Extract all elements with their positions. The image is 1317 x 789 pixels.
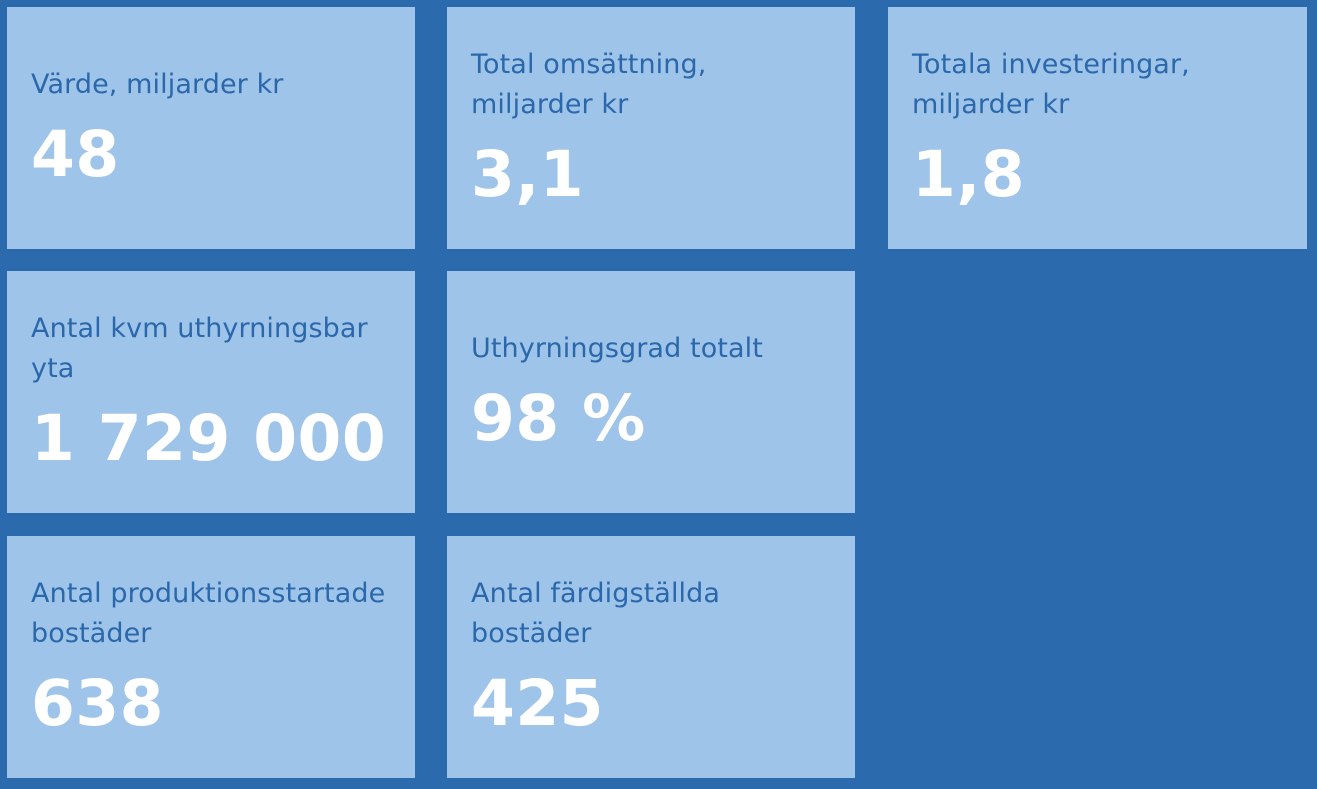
kpi-value: 3,1 bbox=[471, 138, 585, 211]
kpi-tile-housing-starts[interactable]: Antal produktionsstartade bostäder 638 bbox=[7, 536, 415, 778]
kpi-label: Värde, miljarder kr bbox=[31, 69, 284, 100]
kpi-label: Antal produktionsstartade bostäder bbox=[31, 578, 386, 649]
kpi-tile-total-turnover[interactable]: Total omsättning, miljarder kr 3,1 bbox=[447, 7, 855, 249]
kpi-tile-occupancy-rate[interactable]: Uthyrningsgrad totalt 98 % bbox=[447, 271, 855, 513]
kpi-label: Total omsättning, miljarder kr bbox=[471, 49, 707, 120]
kpi-value: 98 % bbox=[471, 382, 646, 455]
kpi-label: Antal kvm uthyrningsbar yta bbox=[31, 313, 368, 384]
kpi-value: 638 bbox=[31, 667, 165, 740]
kpi-value: 1,8 bbox=[912, 138, 1026, 211]
kpi-value: 1 729 000 bbox=[31, 402, 387, 475]
kpi-label: Uthyrningsgrad totalt bbox=[471, 333, 763, 364]
kpi-tile-completed-housing[interactable]: Antal färdigställda bostäder 425 bbox=[447, 536, 855, 778]
kpi-tile-rentable-area[interactable]: Antal kvm uthyrningsbar yta 1 729 000 bbox=[7, 271, 415, 513]
kpi-tile-total-investments[interactable]: Totala investeringar, miljarder kr 1,8 bbox=[888, 7, 1307, 249]
kpi-tile-value[interactable]: Värde, miljarder kr 48 bbox=[7, 7, 415, 249]
kpi-value: 425 bbox=[471, 667, 605, 740]
kpi-value: 48 bbox=[31, 118, 120, 191]
kpi-label: Antal färdigställda bostäder bbox=[471, 578, 721, 649]
kpi-label: Totala investeringar, miljarder kr bbox=[912, 49, 1190, 120]
